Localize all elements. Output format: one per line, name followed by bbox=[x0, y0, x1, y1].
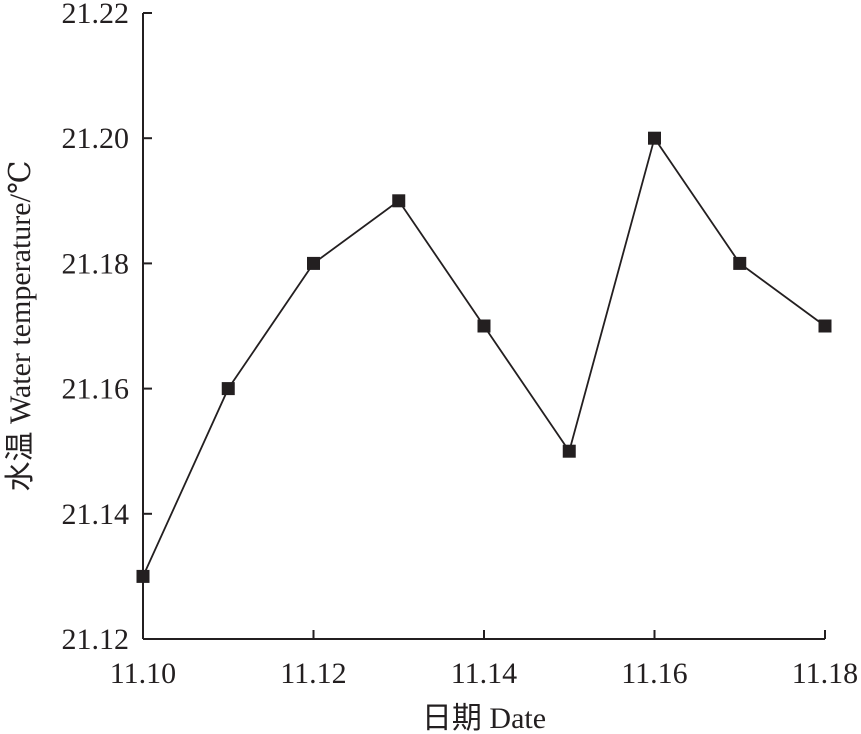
x-tick-label: 11.12 bbox=[280, 657, 346, 690]
data-point bbox=[818, 319, 832, 333]
x-tick-label: 11.10 bbox=[110, 657, 176, 690]
y-tick-label: 21.16 bbox=[62, 373, 130, 406]
data-point bbox=[477, 319, 491, 333]
y-tick-label: 21.22 bbox=[62, 0, 130, 30]
y-ticks: 21.12 21.14 21.16 21.18 21.20 21.22 bbox=[62, 0, 152, 656]
x-tick-label: 11.14 bbox=[451, 657, 517, 690]
x-ticks: 11.10 11.12 11.14 11.16 11.18 bbox=[110, 630, 858, 690]
data-point bbox=[392, 194, 406, 208]
data-point bbox=[307, 256, 320, 270]
data-point bbox=[136, 569, 150, 583]
y-tick-label: 21.18 bbox=[62, 247, 130, 280]
y-tick-label: 21.12 bbox=[62, 623, 130, 656]
data-point bbox=[221, 382, 235, 396]
x-tick-label: 11.16 bbox=[621, 657, 687, 690]
series-group bbox=[136, 131, 832, 583]
data-point bbox=[562, 444, 576, 458]
data-point bbox=[733, 256, 747, 270]
y-tick-label: 21.20 bbox=[62, 122, 130, 155]
series-line bbox=[142, 136, 826, 577]
data-point bbox=[648, 131, 661, 145]
x-tick-label: 11.18 bbox=[792, 657, 858, 690]
y-tick-label: 21.14 bbox=[62, 498, 130, 531]
x-axis-title: 日期 Date bbox=[422, 702, 546, 734]
y-axis-title: 水温 Water temperature/℃ bbox=[4, 160, 37, 491]
